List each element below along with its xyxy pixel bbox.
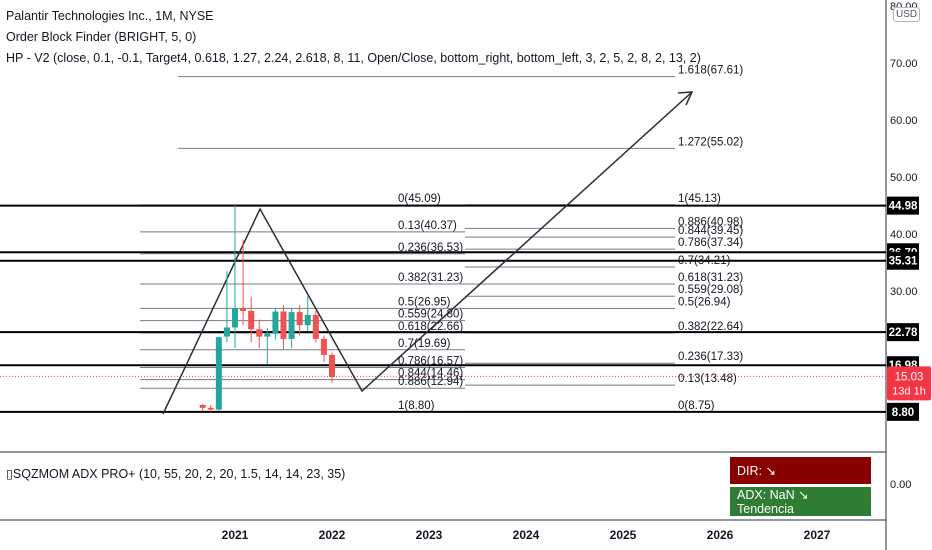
- fib-label-left: 0.382(31.23): [398, 272, 463, 284]
- currency-badge[interactable]: USD: [893, 7, 921, 22]
- candle-body: [264, 333, 271, 337]
- fib-label-left: 0.13(40.37): [398, 220, 457, 232]
- candle-body: [223, 327, 230, 337]
- fib-label-left: 0.7(19.69): [398, 338, 451, 350]
- fib-label-left: 0.844(14.46): [398, 368, 463, 380]
- pattern-path: [162, 91, 693, 415]
- order-block-price-label: 8.80: [892, 407, 914, 419]
- last-price-countdown: 13d 1h: [892, 385, 926, 397]
- order-block-price-label: 44.98: [889, 201, 918, 213]
- fib-label-right: 0(8.75): [678, 400, 715, 412]
- order-block-price-label: 35.31: [889, 256, 918, 268]
- fib-label-right: 0.13(13.48): [678, 373, 737, 385]
- time-tick-label: 2021: [222, 528, 249, 542]
- fib-label-left: 0.786(16.57): [398, 356, 463, 368]
- fib-label-right: 1.618(67.61): [678, 65, 743, 77]
- fib-label-left: 0.886(12.94): [398, 376, 463, 388]
- fib-label-right: 0.7(34.21): [678, 255, 731, 267]
- candle-body: [207, 407, 214, 410]
- candle-body: [215, 337, 222, 410]
- fib-label-right: 0.844(39.45): [678, 225, 743, 237]
- fib-label-right: 0.886(40.98): [678, 216, 743, 228]
- fib-label-right: 0.559(29.08): [678, 284, 743, 296]
- price-tick-label: 60.00: [890, 115, 918, 127]
- fib-label-right: 0.618(31.23): [678, 272, 743, 284]
- fib-label-left: 1(8.80): [398, 400, 435, 412]
- last-price-value: 15.03: [895, 371, 924, 383]
- time-tick-label: 2026: [707, 528, 734, 542]
- time-tick-label: 2025: [610, 528, 637, 542]
- adx-badge: ADX: NaN ↘ Tendencia: [730, 487, 871, 516]
- price-tick-label: 40.00: [890, 229, 918, 241]
- price-tick-label: 70.00: [890, 58, 918, 70]
- time-tick-label: 2023: [416, 528, 443, 542]
- direction-badge: DIR: ↘: [730, 457, 871, 484]
- order-block-price-label: 22.78: [889, 327, 918, 339]
- candle-body: [272, 311, 279, 334]
- candle-body: [288, 312, 295, 339]
- indicator-hp-v2[interactable]: HP - V2 (close, 0.1, -0.1, Target4, 0.61…: [6, 51, 701, 65]
- candle-body: [199, 405, 206, 408]
- candle-body: [248, 310, 255, 330]
- symbol-title: Palantir Technologies Inc., 1M, NYSE: [6, 9, 214, 23]
- order-block-price-tag: [887, 402, 919, 421]
- oscillator-title[interactable]: ▯SQZMOM ADX PRO+ (10, 55, 20, 2, 20, 1.5…: [6, 467, 346, 481]
- order-block-price-tag: [887, 196, 919, 215]
- price-tick-label: 30.00: [890, 286, 918, 298]
- fib-label-right: 1(45.13): [678, 193, 721, 205]
- oscillator-axis-label: 0.00: [890, 479, 911, 491]
- time-tick-label: 2022: [319, 528, 346, 542]
- indicator-order-block[interactable]: Order Block Finder (BRIGHT, 5, 0): [6, 30, 197, 44]
- fib-label-left: 0.5(26.95): [398, 296, 451, 308]
- pattern-arrowhead: [677, 91, 694, 106]
- candle-body: [280, 311, 287, 339]
- last-price-tag: [887, 366, 931, 401]
- fib-label-right: 0.786(37.34): [678, 237, 743, 249]
- candle-body: [232, 308, 238, 328]
- fib-label-left: 0.236(36.53): [398, 242, 463, 254]
- order-block-price-tag: [887, 323, 919, 342]
- fib-label-left: 0.559(24.80): [398, 309, 463, 321]
- fib-label-right: 1.272(55.02): [678, 136, 743, 148]
- candle-body: [240, 308, 247, 311]
- fib-label-right: 0.236(17.33): [678, 351, 743, 363]
- fib-label-right: 0.382(22.64): [678, 321, 743, 333]
- candle-body: [329, 354, 335, 378]
- candle-body: [320, 338, 327, 355]
- time-tick-label: 2024: [513, 528, 540, 542]
- price-tick-label: 50.00: [890, 172, 918, 184]
- order-block-price-tag: [887, 251, 919, 270]
- candle-body: [312, 314, 319, 339]
- candle-body: [296, 312, 303, 326]
- candle-body: [256, 329, 263, 337]
- fib-label-right: 0.5(26.94): [678, 296, 731, 308]
- candle-body: [304, 314, 311, 326]
- fib-label-left: 0.618(22.66): [398, 321, 463, 333]
- fib-label-left: 0(45.09): [398, 193, 441, 205]
- time-tick-label: 2027: [804, 528, 831, 542]
